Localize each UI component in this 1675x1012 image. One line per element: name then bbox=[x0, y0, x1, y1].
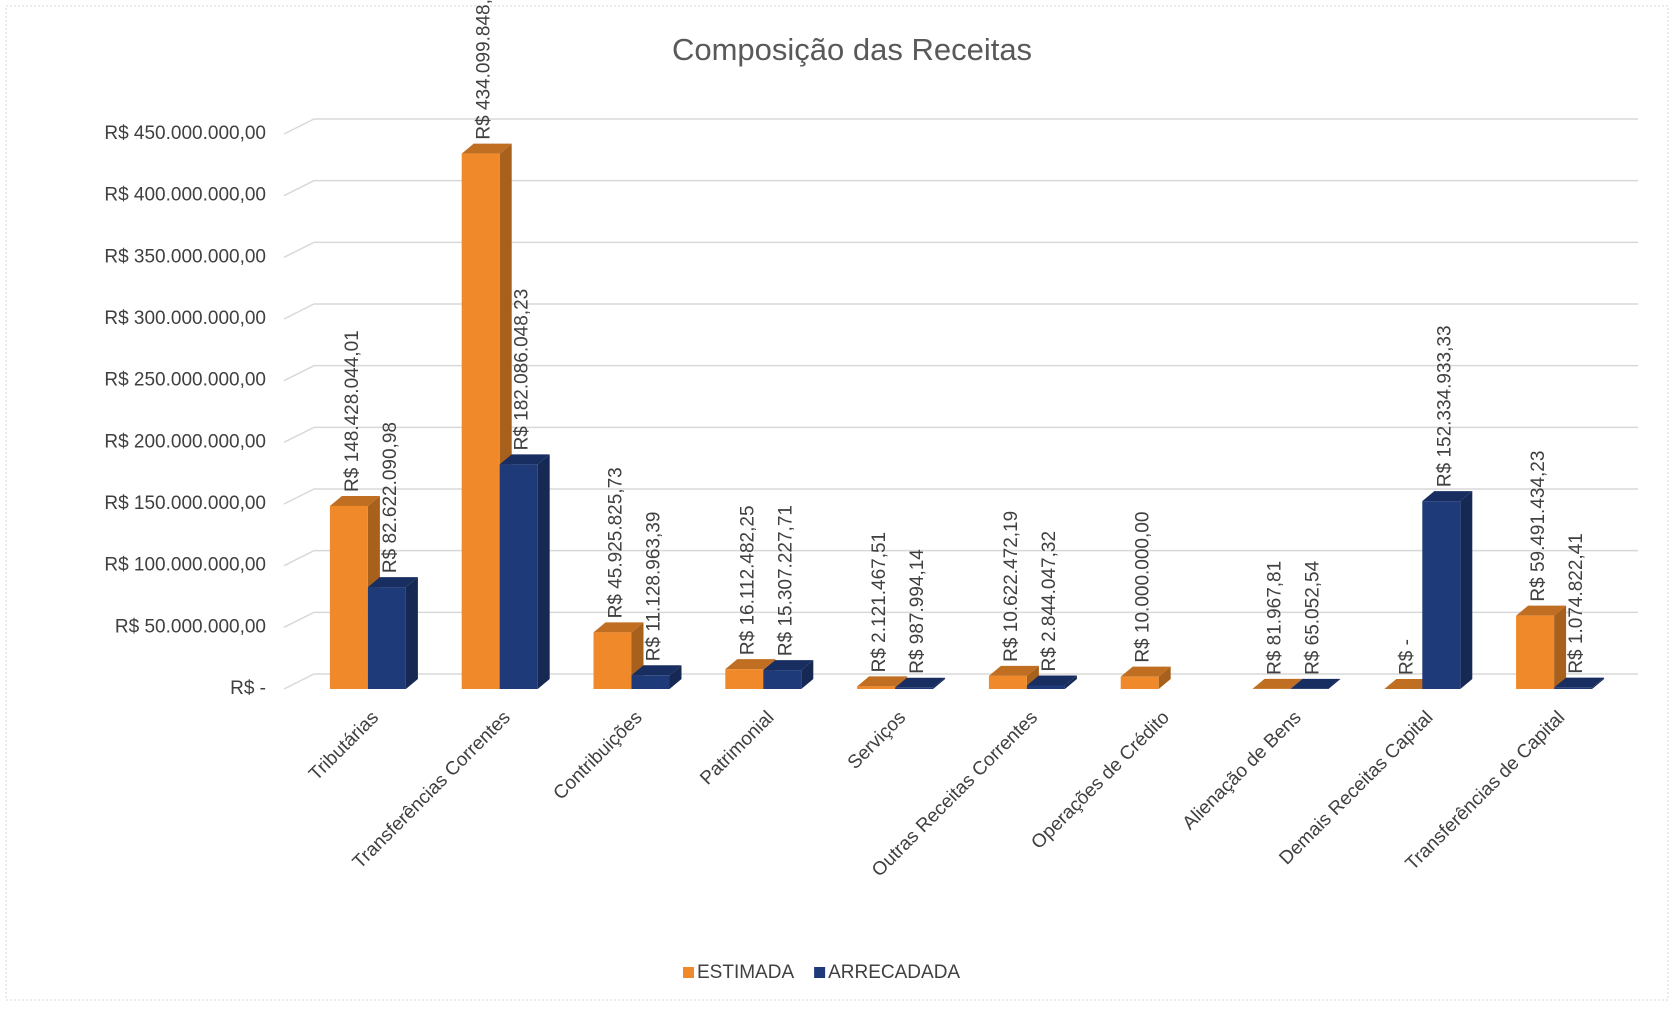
bar-side bbox=[1460, 491, 1472, 689]
data-label: R$ 65.052,54 bbox=[1303, 560, 1324, 675]
y-tick-label: R$ 450.000.000,00 bbox=[104, 123, 266, 144]
data-label: R$ 45.925.825,73 bbox=[606, 467, 627, 618]
bar bbox=[989, 676, 1027, 689]
y-tick-label: R$ 350.000.000,00 bbox=[104, 246, 266, 267]
data-label: R$ 10.622.472,19 bbox=[1001, 511, 1022, 662]
bar bbox=[1516, 616, 1554, 689]
bar-side bbox=[1554, 606, 1566, 689]
y-tick-label: R$ 150.000.000,00 bbox=[104, 493, 266, 514]
y-tick-label: R$ 200.000.000,00 bbox=[104, 431, 266, 452]
data-label: R$ 1.074.822,41 bbox=[1566, 533, 1587, 674]
y-tick-label: R$ 400.000.000,00 bbox=[104, 185, 266, 206]
bar bbox=[1422, 501, 1460, 689]
data-label: R$ 15.307.227,71 bbox=[775, 505, 796, 656]
data-label: R$ 81.967,81 bbox=[1265, 561, 1286, 675]
data-label: R$ 16.112.482,25 bbox=[737, 505, 758, 655]
bar bbox=[1121, 677, 1159, 689]
data-label: R$ 59.491.434,23 bbox=[1528, 451, 1549, 602]
data-label: R$ 182.086.048,23 bbox=[512, 289, 533, 451]
bar-side bbox=[406, 577, 418, 689]
data-label: R$ 11.128.963,39 bbox=[644, 512, 665, 662]
data-label: R$ 434.099.848,40 bbox=[474, 0, 495, 140]
y-tick-label: R$ 100.000.000,00 bbox=[104, 555, 266, 576]
bar bbox=[1554, 688, 1592, 689]
bar bbox=[462, 154, 500, 689]
y-tick-label: R$ 250.000.000,00 bbox=[104, 370, 266, 391]
bar-side bbox=[538, 454, 550, 689]
data-label: R$ 82.622.090,98 bbox=[380, 422, 401, 573]
y-tick-label: R$ 50.000.000,00 bbox=[115, 616, 266, 637]
data-label: R$ 987.994,14 bbox=[907, 549, 928, 674]
bar bbox=[500, 464, 538, 689]
bar bbox=[632, 675, 670, 689]
chart-title: Composição das Receitas bbox=[672, 32, 1032, 67]
legend-label: ARRECADADA bbox=[828, 962, 960, 983]
bar bbox=[368, 587, 406, 689]
data-label: R$ - bbox=[1396, 639, 1417, 675]
legend-swatch bbox=[683, 967, 694, 978]
bar bbox=[594, 632, 632, 689]
data-label: R$ 10.000.000,00 bbox=[1133, 512, 1154, 663]
legend-swatch bbox=[814, 967, 825, 978]
bar bbox=[857, 686, 895, 689]
bar bbox=[1027, 685, 1065, 689]
y-tick-label: R$ - bbox=[230, 678, 266, 699]
bar bbox=[895, 688, 933, 689]
data-label: R$ 148.428.044,01 bbox=[342, 330, 363, 492]
bar bbox=[725, 669, 763, 689]
bar bbox=[763, 670, 801, 689]
legend-label: ESTIMADA bbox=[697, 962, 794, 983]
y-tick-label: R$ 300.000.000,00 bbox=[104, 308, 266, 329]
data-label: R$ 2.844.047,32 bbox=[1039, 531, 1060, 672]
data-label: R$ 2.121.467,51 bbox=[869, 532, 890, 673]
data-label: R$ 152.334.933,33 bbox=[1434, 325, 1455, 487]
bar bbox=[330, 506, 368, 689]
